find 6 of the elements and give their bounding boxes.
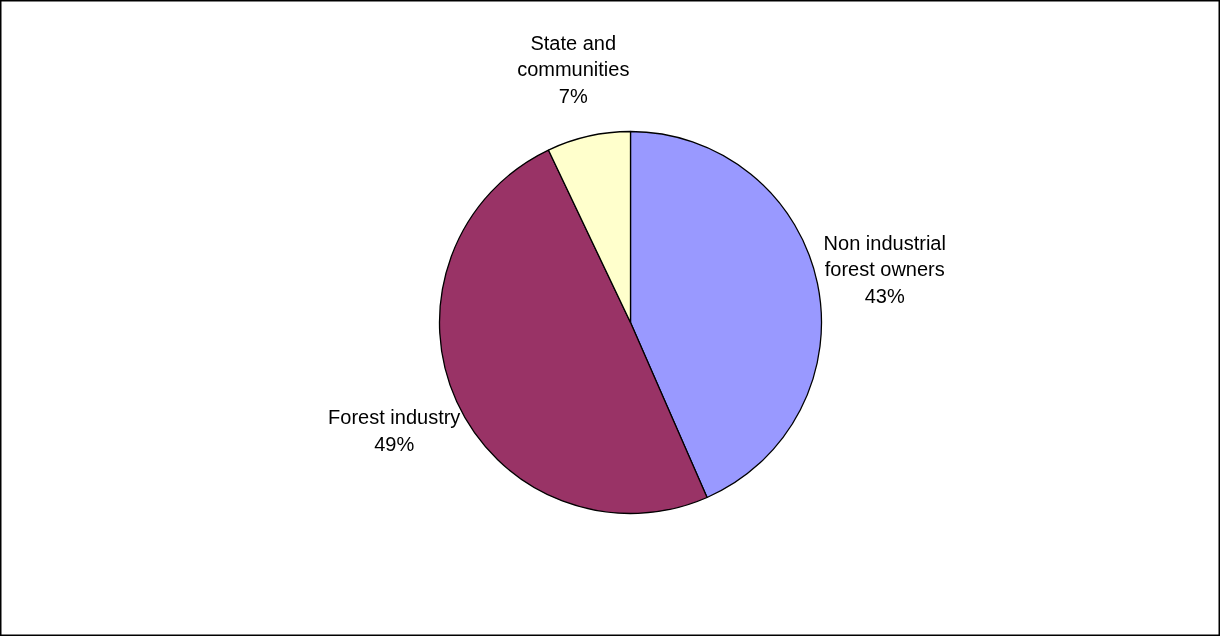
- data-label: 7%: [558, 84, 588, 107]
- data-label: 49%: [374, 432, 415, 455]
- slice-label: Non industrial forest owners: [823, 231, 946, 281]
- data-label: 43%: [864, 284, 905, 307]
- slice-label: State and communities: [517, 31, 630, 81]
- slice-label: Forest industry: [328, 406, 461, 429]
